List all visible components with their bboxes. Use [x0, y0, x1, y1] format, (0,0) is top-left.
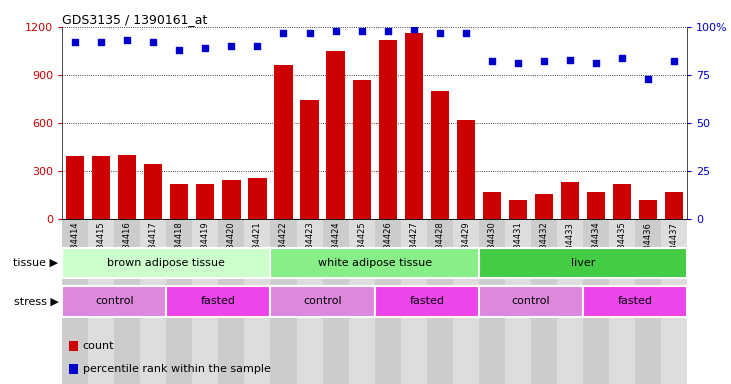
Bar: [374, 286, 479, 317]
Bar: [583, 286, 687, 317]
Text: control: control: [512, 296, 550, 306]
Point: [69, 39, 81, 45]
Bar: [482, 192, 501, 219]
Bar: [140, 219, 167, 384]
Text: brown adipose tissue: brown adipose tissue: [107, 258, 225, 268]
Text: count: count: [83, 341, 114, 351]
Bar: [66, 157, 84, 219]
Bar: [118, 155, 137, 219]
Bar: [219, 219, 244, 384]
Bar: [167, 219, 192, 384]
Point: [512, 60, 523, 66]
Bar: [374, 219, 401, 384]
Point: [538, 58, 550, 65]
Text: white adipose tissue: white adipose tissue: [317, 258, 432, 268]
Point: [200, 45, 211, 51]
Bar: [401, 219, 427, 384]
Bar: [327, 51, 345, 219]
Point: [148, 39, 159, 45]
Text: control: control: [95, 296, 134, 306]
Text: fasted: fasted: [409, 296, 444, 306]
Bar: [531, 219, 557, 384]
Bar: [222, 180, 240, 219]
Point: [460, 30, 471, 36]
Text: liver: liver: [571, 258, 595, 268]
Bar: [114, 219, 140, 384]
Bar: [431, 91, 449, 219]
Bar: [144, 164, 162, 219]
Point: [668, 58, 680, 65]
Text: tissue ▶: tissue ▶: [13, 258, 58, 268]
Point: [251, 43, 263, 49]
Bar: [404, 33, 423, 219]
Point: [303, 30, 315, 36]
Text: fasted: fasted: [618, 296, 653, 306]
Bar: [270, 286, 374, 317]
Bar: [635, 219, 661, 384]
Bar: [244, 219, 270, 384]
Point: [616, 55, 628, 61]
Point: [590, 60, 602, 66]
Text: GDS3135 / 1390161_at: GDS3135 / 1390161_at: [62, 13, 208, 26]
Bar: [297, 219, 322, 384]
Text: fasted: fasted: [201, 296, 236, 306]
Bar: [92, 157, 110, 219]
Bar: [457, 120, 475, 219]
Bar: [352, 79, 371, 219]
Bar: [170, 184, 189, 219]
Bar: [535, 194, 553, 219]
Text: percentile rank within the sample: percentile rank within the sample: [83, 364, 270, 374]
Bar: [505, 219, 531, 384]
Bar: [587, 192, 605, 219]
Bar: [249, 178, 267, 219]
Bar: [192, 219, 219, 384]
Point: [643, 76, 654, 82]
Point: [173, 47, 185, 53]
Bar: [274, 65, 292, 219]
Bar: [379, 40, 397, 219]
Text: control: control: [303, 296, 342, 306]
Bar: [639, 200, 657, 219]
Point: [95, 39, 107, 45]
Bar: [509, 200, 527, 219]
Bar: [167, 286, 270, 317]
Bar: [427, 219, 452, 384]
Point: [121, 37, 133, 43]
Point: [330, 28, 341, 34]
Bar: [270, 219, 297, 384]
Bar: [300, 101, 319, 219]
Bar: [196, 184, 214, 219]
Bar: [561, 182, 579, 219]
Point: [434, 30, 446, 36]
Bar: [479, 248, 687, 278]
Point: [356, 28, 368, 34]
Bar: [661, 219, 687, 384]
Bar: [479, 286, 583, 317]
Bar: [62, 248, 270, 278]
Bar: [583, 219, 609, 384]
Bar: [88, 219, 114, 384]
Point: [382, 28, 393, 34]
Bar: [270, 248, 479, 278]
Point: [486, 58, 498, 65]
Point: [278, 30, 289, 36]
Bar: [609, 219, 635, 384]
Bar: [452, 219, 479, 384]
Bar: [613, 184, 631, 219]
Bar: [62, 286, 167, 317]
Bar: [479, 219, 505, 384]
Bar: [322, 219, 349, 384]
Bar: [665, 192, 683, 219]
Bar: [349, 219, 374, 384]
Point: [408, 26, 420, 32]
Text: stress ▶: stress ▶: [14, 296, 58, 306]
Point: [564, 56, 576, 63]
Bar: [557, 219, 583, 384]
Bar: [62, 219, 88, 384]
Point: [226, 43, 238, 49]
